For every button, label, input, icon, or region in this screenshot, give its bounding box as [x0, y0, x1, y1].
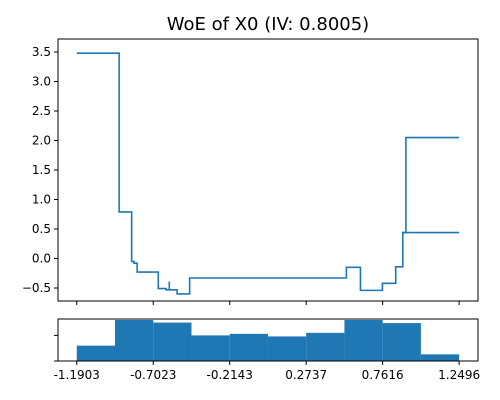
distribution-x-tick-label: -1.1903 — [54, 368, 100, 382]
woe-y-tick-label: 0.5 — [32, 222, 51, 236]
woe-y-tick-label: 3.0 — [32, 74, 51, 88]
woe-y-tick-label: 2.0 — [32, 133, 51, 147]
distribution-y-axis — [54, 334, 58, 362]
chart-title: WoE of X0 (IV: 0.8005) — [167, 14, 369, 35]
woe-plot-frame — [57, 38, 479, 302]
distribution-bar — [344, 320, 383, 361]
distribution-bar — [153, 322, 192, 361]
distribution-bar — [114, 320, 154, 361]
woe-step-segment — [402, 136, 460, 234]
distribution-bar — [76, 345, 115, 361]
woe-y-tick-label: −0.5 — [22, 281, 51, 295]
distribution-bar — [420, 354, 460, 361]
woe-series — [76, 52, 460, 295]
distribution-bar — [267, 336, 307, 361]
distribution-x-tick-label: -0.2143 — [207, 368, 253, 382]
distribution-bar — [306, 332, 345, 361]
woe-y-tick-label: 3.5 — [32, 45, 51, 59]
distribution-x-tick-label: 0.7616 — [362, 368, 404, 382]
woe-step-line — [76, 52, 460, 295]
distribution-x-tick-label: 1.2496 — [438, 368, 480, 382]
distribution-bar — [382, 323, 421, 361]
distribution-x-tick-label: 0.2737 — [285, 368, 327, 382]
distribution-x-tick-label: -0.7023 — [130, 368, 176, 382]
distribution-plot: -1.1903 -0.7023 -0.2143 0.2737 0.7616 1.2496 — [54, 318, 480, 382]
distribution-bar — [191, 335, 230, 361]
woe-y-axis: −0.5 0.0 0.5 1.0 1.5 2.0 2.5 3.0 3.5 — [22, 45, 58, 295]
distribution-bar — [229, 333, 268, 361]
woe-x-axis — [76, 301, 460, 305]
woe-y-tick-label: 2.5 — [32, 104, 51, 118]
distribution-plot-frame — [57, 318, 479, 362]
woe-y-tick-label: 1.0 — [32, 193, 51, 207]
distribution-bars — [76, 320, 460, 361]
woe-plot: −0.5 0.0 0.5 1.0 1.5 2.0 2.5 3.0 3.5 — [22, 38, 479, 305]
woe-y-tick-label: 0.0 — [32, 252, 51, 266]
distribution-x-axis: -1.1903 -0.7023 -0.2143 0.2737 0.7616 1.2496 — [54, 361, 480, 382]
woe-y-tick-label: 1.5 — [32, 163, 51, 177]
